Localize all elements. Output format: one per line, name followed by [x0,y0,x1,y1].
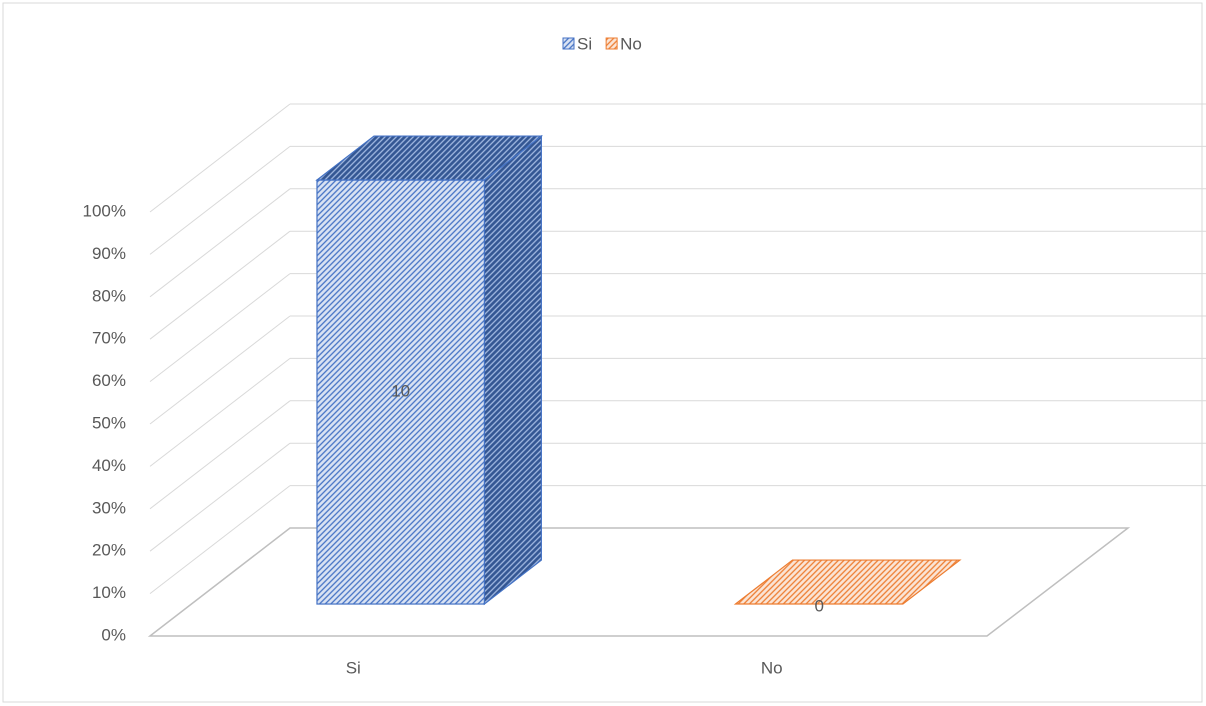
bar [316,179,485,605]
bar [733,559,962,605]
side-grid-line [149,188,291,298]
data-label: 0 [814,597,823,616]
legend: Si No [562,34,642,53]
x-tick-label: No [761,658,783,677]
y-tick-label: 30% [92,498,126,517]
side-grid-line [149,442,291,552]
y-tick-label: 50% [92,413,126,432]
side-grid-line [149,146,291,255]
side-grid-line [149,400,291,510]
data-label: 10 [391,382,410,401]
y-tick-label: 0% [101,625,126,644]
side-grid-line [149,485,291,594]
side-grid-line [149,230,291,340]
side-grid-line [149,358,291,467]
bar-side [483,134,542,606]
y-tick-label: 80% [92,286,126,305]
bar-top [315,135,544,181]
legend-swatch [562,37,575,50]
legend-label: No [620,34,642,53]
side-grid-line [149,273,291,382]
y-tick-label: 10% [92,583,126,602]
floor [147,527,1131,637]
x-tick-label: Si [346,658,361,677]
y-tick-label: 20% [92,541,126,560]
y-tick-label: 70% [92,329,126,348]
y-tick-label: 60% [92,371,126,390]
legend-swatch [605,37,618,50]
legend-label: Si [577,34,592,53]
y-tick-label: 40% [92,456,126,475]
side-grid-line [149,103,291,213]
side-grid-line [149,315,291,425]
y-tick-label: 100% [83,201,126,220]
y-tick-label: 90% [92,244,126,263]
